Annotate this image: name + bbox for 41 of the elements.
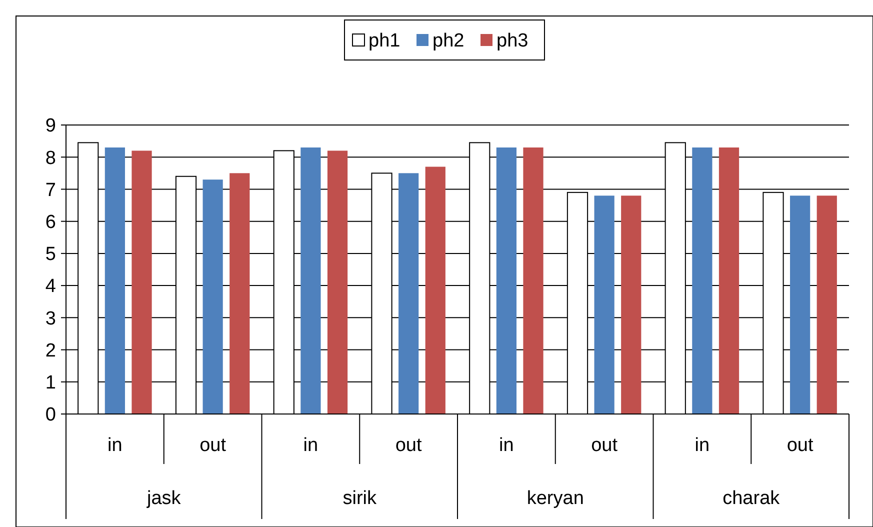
text: keryan	[526, 488, 584, 509]
legend-label: ph1	[368, 30, 400, 52]
bar	[300, 147, 321, 414]
x-tick-label: in	[694, 435, 710, 456]
legend-label: ph3	[496, 30, 528, 52]
y-tick-label: 0	[45, 404, 56, 426]
y-tick-label: 4	[45, 276, 56, 298]
y-tick-label: 6	[45, 212, 56, 233]
legend-label: ph2	[432, 30, 464, 52]
bar	[692, 147, 712, 414]
text: charak	[722, 488, 780, 509]
x-tick-label: in	[499, 435, 514, 456]
bar	[398, 173, 419, 414]
bar	[523, 147, 544, 414]
x-tick-label: out	[200, 435, 227, 456]
bar	[104, 147, 125, 414]
bar	[202, 180, 223, 414]
x-tick-label: in	[303, 435, 318, 456]
bar	[496, 147, 516, 414]
bar	[230, 173, 250, 414]
y-tick-label: 9	[45, 116, 56, 137]
x-tick-label: out	[786, 435, 814, 456]
y-tick-label: 8	[45, 148, 56, 169]
y-tick-label: 1	[45, 372, 56, 394]
y-tick-label: 7	[45, 180, 56, 201]
x-tick-label: in	[108, 435, 122, 456]
bar	[132, 150, 152, 414]
x-tick-label: out	[395, 435, 422, 456]
text: jask	[146, 488, 182, 509]
x-tick-label: out	[591, 435, 618, 456]
bar	[425, 166, 446, 414]
y-tick-label: 3	[45, 308, 56, 330]
bar	[718, 147, 740, 414]
y-tick-label: 5	[45, 244, 56, 266]
y-tick-label: 2	[45, 340, 56, 362]
bar	[621, 196, 642, 414]
bar	[790, 196, 810, 414]
bar	[816, 196, 837, 414]
text: sirik	[342, 488, 378, 509]
bar	[594, 196, 614, 414]
bar	[327, 150, 348, 414]
